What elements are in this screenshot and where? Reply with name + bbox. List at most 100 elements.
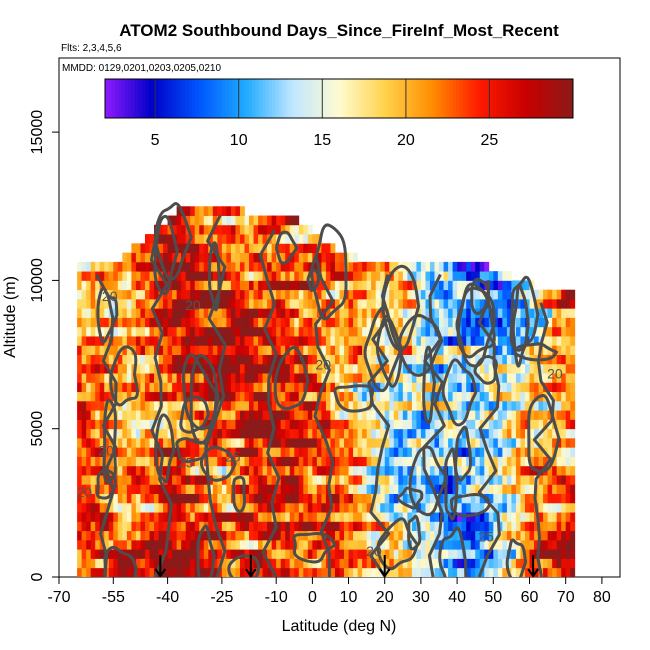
heatmap-cell [104,261,110,272]
heatmap-cell [321,317,327,328]
colorbar-swatch [105,79,109,118]
heatmap-cell [230,215,236,226]
heatmap-cell [488,400,494,411]
heatmap-cell [235,484,241,494]
heatmap-cell [511,465,517,476]
heatmap-cell [552,298,558,309]
heatmap-cell [434,558,440,569]
heatmap-cell [244,224,250,235]
heatmap-cell [344,456,349,467]
heatmap-cell [429,289,435,300]
heatmap-cell [81,447,87,457]
heatmap-cell [457,400,463,411]
heatmap-cell [515,437,521,448]
heatmap-cell [316,465,322,476]
heatmap-cell [244,345,250,355]
heatmap-cell [217,493,223,504]
heatmap-cell [380,493,386,504]
heatmap-cell [298,252,304,263]
heatmap-cell [470,410,476,420]
heatmap-cell [267,521,273,532]
heatmap-cell [244,419,250,430]
heatmap-cell [185,252,191,263]
heatmap-cell [230,419,236,430]
heatmap-cell [493,410,499,420]
heatmap-cell [226,428,232,439]
heatmap-cell [249,502,254,513]
heatmap-cell [484,428,490,439]
heatmap-cell [126,382,132,393]
heatmap-cell [511,382,517,393]
heatmap-cell [357,410,363,420]
heatmap-cell [181,530,187,541]
heatmap-cell [561,521,567,532]
heatmap-cell [163,512,168,522]
heatmap-cell [81,326,87,337]
heatmap-cell [362,336,368,346]
heatmap-cell [425,530,431,541]
heatmap-cell [194,382,200,393]
heatmap-cell [203,382,209,393]
heatmap-cell [497,298,503,309]
heatmap-cell [515,502,521,513]
heatmap-cell [249,243,254,254]
heatmap-cell [538,558,544,569]
heatmap-cell [185,206,191,216]
heatmap-cell [339,308,345,318]
heatmap-cell [181,271,187,281]
heatmap-cell [552,521,558,532]
heatmap-cell [108,419,114,430]
heatmap-cell [253,428,259,439]
heatmap-cell [434,289,440,300]
heatmap-cell [524,345,530,355]
heatmap-cell [289,465,295,476]
heatmap-cell [126,400,132,411]
heatmap-cell [393,298,399,309]
heatmap-cell [393,447,399,457]
heatmap-cell [104,539,110,550]
heatmap-cell [176,521,182,532]
heatmap-cell [289,271,295,281]
heatmap-cell [199,373,205,383]
y-tick-label: 10000 [29,258,46,303]
heatmap-cell [226,502,232,513]
heatmap-cell [398,512,404,522]
heatmap-cell [154,530,159,541]
heatmap-cell [515,512,521,522]
heatmap-cell [366,308,372,318]
heatmap-cell [353,456,358,467]
y-tick-label: 5000 [29,411,46,447]
colorbar-swatch [168,79,173,118]
heatmap-cell [357,400,363,411]
heatmap-cell [253,391,259,402]
heatmap-cell [547,373,553,383]
heatmap-cell [398,373,404,383]
heatmap-cell [457,437,463,448]
heatmap-cell [402,549,408,559]
contour-line [189,353,220,445]
heatmap-cell [506,363,512,374]
heatmap-cell [393,539,399,550]
heatmap-cell [126,252,132,263]
heatmap-cell [235,475,241,485]
heatmap-cell [380,271,386,281]
heatmap-cell [538,456,544,467]
heatmap-cell [217,336,223,346]
heatmap-cell [339,261,345,272]
heatmap-cell [524,530,530,541]
heatmap-cell [321,363,327,374]
heatmap-cell [515,549,521,559]
heatmap-cell [538,521,544,532]
heatmap-cell [280,382,286,393]
heatmap-cell [307,475,313,485]
heatmap-cell [330,326,336,337]
heatmap-cell [181,336,187,346]
heatmap-cell [384,465,390,476]
heatmap-cell [235,428,241,439]
heatmap-cell [448,428,453,439]
heatmap-cell [452,410,458,420]
heatmap-cell [230,280,236,291]
heatmap-cell [158,363,164,374]
heatmap-cell [140,512,146,522]
heatmap-cell [502,437,508,448]
